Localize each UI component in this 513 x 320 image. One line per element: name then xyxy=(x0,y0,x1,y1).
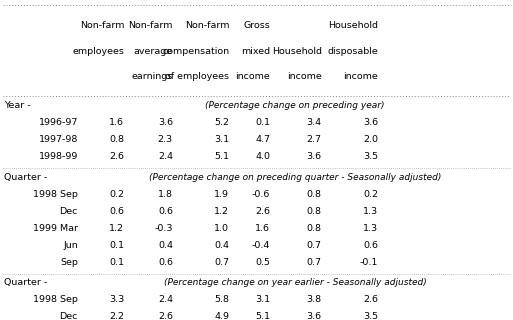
Text: 0.8: 0.8 xyxy=(109,135,124,144)
Text: 0.7: 0.7 xyxy=(214,258,229,267)
Text: 1.8: 1.8 xyxy=(158,190,173,199)
Text: 0.2: 0.2 xyxy=(363,190,378,199)
Text: 1996-97: 1996-97 xyxy=(38,118,78,127)
Text: Sep: Sep xyxy=(60,258,78,267)
Text: 1.2: 1.2 xyxy=(214,207,229,216)
Text: 3.5: 3.5 xyxy=(363,312,378,320)
Text: 1.6: 1.6 xyxy=(109,118,124,127)
Text: 3.4: 3.4 xyxy=(307,118,322,127)
Text: 4.7: 4.7 xyxy=(255,135,270,144)
Text: 0.6: 0.6 xyxy=(363,241,378,250)
Text: 2.6: 2.6 xyxy=(255,207,270,216)
Text: -0.3: -0.3 xyxy=(154,224,173,233)
Text: Non-farm: Non-farm xyxy=(80,21,124,30)
Text: 2.3: 2.3 xyxy=(158,135,173,144)
Text: Dec: Dec xyxy=(60,207,78,216)
Text: 3.8: 3.8 xyxy=(307,295,322,304)
Text: 3.6: 3.6 xyxy=(307,152,322,161)
Text: 1.6: 1.6 xyxy=(255,224,270,233)
Text: mixed: mixed xyxy=(241,47,270,56)
Text: (Percentage change on preceding year): (Percentage change on preceding year) xyxy=(205,101,385,110)
Text: 0.7: 0.7 xyxy=(307,258,322,267)
Text: Household: Household xyxy=(328,21,378,30)
Text: 2.6: 2.6 xyxy=(109,152,124,161)
Text: 0.8: 0.8 xyxy=(307,224,322,233)
Text: employees: employees xyxy=(72,47,124,56)
Text: -0.6: -0.6 xyxy=(252,190,270,199)
Text: income: income xyxy=(287,72,322,81)
Text: 4.0: 4.0 xyxy=(255,152,270,161)
Text: 0.1: 0.1 xyxy=(109,258,124,267)
Text: (Percentage change on preceding quarter - Seasonally adjusted): (Percentage change on preceding quarter … xyxy=(149,173,441,182)
Text: 0.6: 0.6 xyxy=(158,258,173,267)
Text: Quarter -: Quarter - xyxy=(4,173,47,182)
Text: 0.4: 0.4 xyxy=(158,241,173,250)
Text: 2.0: 2.0 xyxy=(363,135,378,144)
Text: (Percentage change on year earlier - Seasonally adjusted): (Percentage change on year earlier - Sea… xyxy=(164,278,426,287)
Text: 0.8: 0.8 xyxy=(307,207,322,216)
Text: Gross: Gross xyxy=(244,21,270,30)
Text: 3.6: 3.6 xyxy=(307,312,322,320)
Text: 1.3: 1.3 xyxy=(363,207,378,216)
Text: 0.4: 0.4 xyxy=(214,241,229,250)
Text: 1998 Sep: 1998 Sep xyxy=(33,190,78,199)
Text: 2.7: 2.7 xyxy=(307,135,322,144)
Text: 0.1: 0.1 xyxy=(109,241,124,250)
Text: 1.3: 1.3 xyxy=(363,224,378,233)
Text: 0.6: 0.6 xyxy=(158,207,173,216)
Text: 0.1: 0.1 xyxy=(255,118,270,127)
Text: 1997-98: 1997-98 xyxy=(38,135,78,144)
Text: 2.6: 2.6 xyxy=(158,312,173,320)
Text: 3.1: 3.1 xyxy=(255,295,270,304)
Text: 2.4: 2.4 xyxy=(158,295,173,304)
Text: 1.2: 1.2 xyxy=(109,224,124,233)
Text: average: average xyxy=(134,47,173,56)
Text: compensation: compensation xyxy=(162,47,229,56)
Text: 1.0: 1.0 xyxy=(214,224,229,233)
Text: 0.7: 0.7 xyxy=(307,241,322,250)
Text: of employees: of employees xyxy=(165,72,229,81)
Text: 3.6: 3.6 xyxy=(363,118,378,127)
Text: 4.9: 4.9 xyxy=(214,312,229,320)
Text: Dec: Dec xyxy=(60,312,78,320)
Text: 1998 Sep: 1998 Sep xyxy=(33,295,78,304)
Text: 3.1: 3.1 xyxy=(214,135,229,144)
Text: earnings: earnings xyxy=(132,72,173,81)
Text: Jun: Jun xyxy=(63,241,78,250)
Text: income: income xyxy=(343,72,378,81)
Text: 1998-99: 1998-99 xyxy=(38,152,78,161)
Text: 5.8: 5.8 xyxy=(214,295,229,304)
Text: 5.1: 5.1 xyxy=(214,152,229,161)
Text: 5.1: 5.1 xyxy=(255,312,270,320)
Text: disposable: disposable xyxy=(327,47,378,56)
Text: 2.6: 2.6 xyxy=(363,295,378,304)
Text: 2.2: 2.2 xyxy=(109,312,124,320)
Text: Non-farm: Non-farm xyxy=(185,21,229,30)
Text: 3.3: 3.3 xyxy=(109,295,124,304)
Text: income: income xyxy=(235,72,270,81)
Text: 0.6: 0.6 xyxy=(109,207,124,216)
Text: Year -: Year - xyxy=(4,101,30,110)
Text: -0.4: -0.4 xyxy=(252,241,270,250)
Text: 0.2: 0.2 xyxy=(109,190,124,199)
Text: 0.8: 0.8 xyxy=(307,190,322,199)
Text: Quarter -: Quarter - xyxy=(4,278,47,287)
Text: 5.2: 5.2 xyxy=(214,118,229,127)
Text: 3.6: 3.6 xyxy=(158,118,173,127)
Text: 1.9: 1.9 xyxy=(214,190,229,199)
Text: Non-farm: Non-farm xyxy=(128,21,173,30)
Text: Household: Household xyxy=(272,47,322,56)
Text: 2.4: 2.4 xyxy=(158,152,173,161)
Text: 1999 Mar: 1999 Mar xyxy=(33,224,78,233)
Text: 0.5: 0.5 xyxy=(255,258,270,267)
Text: -0.1: -0.1 xyxy=(360,258,378,267)
Text: 3.5: 3.5 xyxy=(363,152,378,161)
